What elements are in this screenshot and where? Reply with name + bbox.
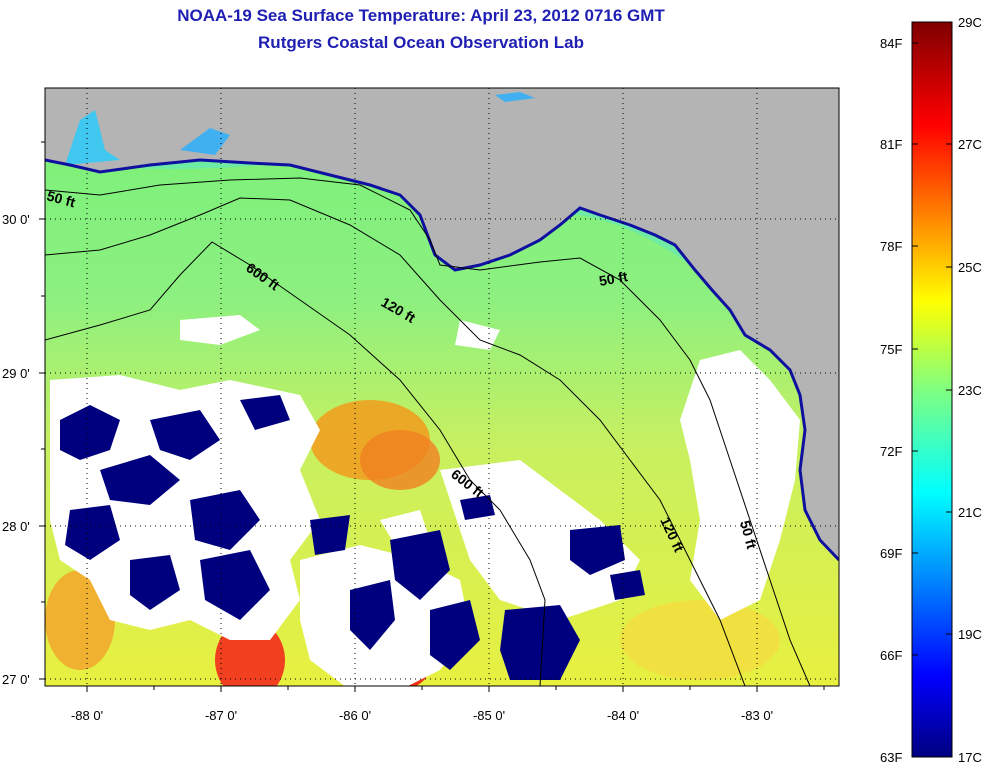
lon-label: -85 0' bbox=[473, 708, 505, 723]
lat-label: 28 0' bbox=[2, 519, 30, 534]
contour-120ft bbox=[45, 197, 746, 686]
lat-label: 30 0' bbox=[2, 212, 30, 227]
colorbar-f-label: 78F bbox=[880, 239, 902, 254]
lat-label: 29 0' bbox=[2, 366, 30, 381]
lon-label: -86 0' bbox=[339, 708, 371, 723]
colorbar-f-label: 69F bbox=[880, 546, 902, 561]
colorbar-f-label: 72F bbox=[880, 444, 902, 459]
contour-label: 50 ft bbox=[45, 187, 77, 210]
axis-ticks bbox=[39, 141, 825, 692]
cold-mask-patches bbox=[60, 395, 645, 680]
map-frame bbox=[44, 87, 840, 687]
contour-label: 50 ft bbox=[737, 519, 760, 551]
contour-50ft bbox=[45, 177, 811, 686]
lon-label: -84 0' bbox=[607, 708, 639, 723]
fahrenheit-labels: 84F 81F 78F 75F 72F 69F 66F 63F bbox=[880, 36, 902, 765]
colorbar-gradient bbox=[911, 21, 953, 758]
colorbar-f-label: 63F bbox=[880, 750, 902, 765]
colorbar-c-label: 19C bbox=[958, 627, 982, 642]
lat-label: 27 0' bbox=[2, 672, 30, 687]
colorbar-f-label: 66F bbox=[880, 648, 902, 663]
map-subtitle: Rutgers Coastal Ocean Observation Lab bbox=[258, 33, 584, 52]
colorbar-ticks bbox=[912, 21, 952, 656]
colorbar-f-label: 75F bbox=[880, 342, 902, 357]
colorbar-c-label: 23C bbox=[958, 383, 982, 398]
bay bbox=[495, 92, 535, 102]
longitude-labels: -88 0' -87 0' -86 0' -85 0' -84 0' -83 0… bbox=[71, 708, 773, 723]
land-mask bbox=[45, 88, 839, 560]
colorbar-c-label: 25C bbox=[958, 260, 982, 275]
colorbar-c-label: 17C bbox=[958, 750, 982, 765]
colorbar-c-label: 29C bbox=[958, 15, 982, 30]
colorbar-c-label: 27C bbox=[958, 137, 982, 152]
contour-label: 50 ft bbox=[598, 268, 629, 289]
colorbar-c-label: 21C bbox=[958, 505, 982, 520]
contour-600ft bbox=[45, 241, 546, 686]
colorbar-f-label: 81F bbox=[880, 137, 902, 152]
map-title: NOAA-19 Sea Surface Temperature: April 2… bbox=[177, 6, 665, 25]
lon-label: -83 0' bbox=[741, 708, 773, 723]
lon-label: -87 0' bbox=[205, 708, 237, 723]
coastline bbox=[45, 158, 839, 562]
colorbar-f-label: 84F bbox=[880, 36, 902, 51]
bay bbox=[65, 110, 120, 165]
celsius-labels: 29C 27C 25C 23C 21C 19C 17C bbox=[958, 15, 982, 765]
latitude-labels: 30 0' 29 0' 28 0' 27 0' bbox=[2, 212, 30, 687]
bay bbox=[180, 128, 230, 155]
lon-label: -88 0' bbox=[71, 708, 103, 723]
